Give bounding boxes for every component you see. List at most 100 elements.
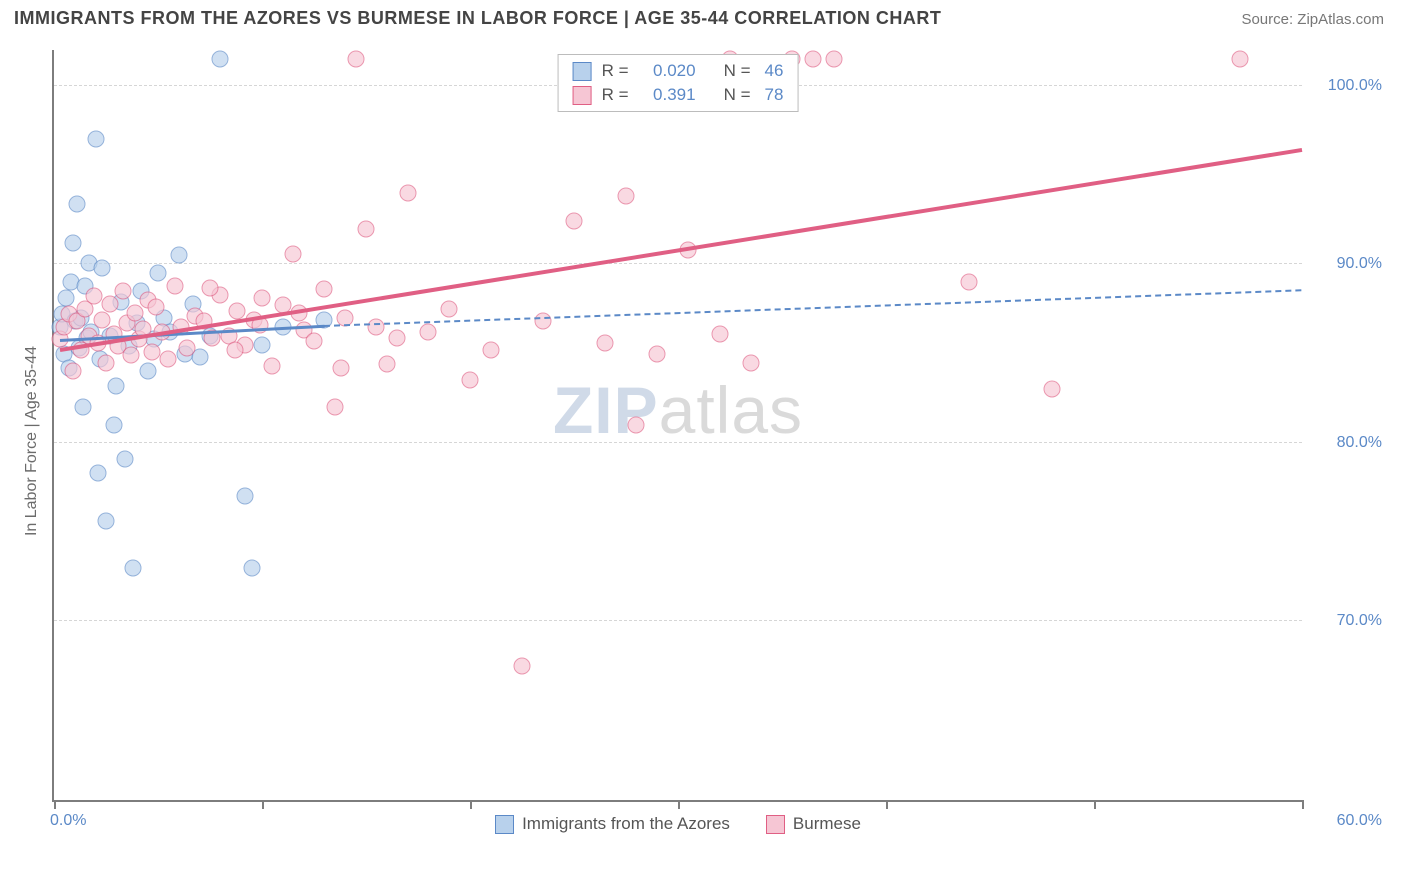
data-point-azores: [243, 559, 260, 576]
data-point-azores: [98, 513, 115, 530]
y-tick-label: 80.0%: [1337, 434, 1382, 452]
legend-label-azores: Immigrants from the Azores: [522, 814, 730, 834]
data-point-burmese: [649, 345, 666, 362]
plot-area: ZIPatlas R = 0.020 N = 46 R = 0.391 N = …: [52, 50, 1302, 802]
swatch-azores-icon: [573, 62, 592, 81]
data-point-burmese: [805, 50, 822, 67]
data-point-burmese: [347, 50, 364, 67]
data-point-burmese: [441, 300, 458, 317]
data-point-azores: [108, 377, 125, 394]
x-tick: [54, 800, 56, 809]
data-point-burmese: [711, 325, 728, 342]
data-point-burmese: [358, 220, 375, 237]
n-label: N =: [724, 59, 751, 83]
legend-label-burmese: Burmese: [793, 814, 861, 834]
n-label: N =: [724, 83, 751, 107]
gridline: [54, 620, 1302, 621]
data-point-burmese: [160, 350, 177, 367]
data-point-azores: [170, 247, 187, 264]
data-point-burmese: [597, 334, 614, 351]
data-point-burmese: [166, 277, 183, 294]
x-tick: [1094, 800, 1096, 809]
r-label: R =: [602, 83, 630, 107]
data-point-burmese: [85, 288, 102, 305]
x-tick: [1302, 800, 1304, 809]
data-point-burmese: [482, 342, 499, 359]
data-point-burmese: [102, 295, 119, 312]
chart-container: In Labor Force | Age 35-44 ZIPatlas R = …: [14, 40, 1392, 842]
x-tick: [470, 800, 472, 809]
stats-row-azores: R = 0.020 N = 46: [573, 59, 784, 83]
source-attribution: Source: ZipAtlas.com: [1241, 11, 1384, 28]
data-point-burmese: [399, 184, 416, 201]
data-point-azores: [237, 488, 254, 505]
data-point-burmese: [961, 274, 978, 291]
data-point-burmese: [226, 342, 243, 359]
data-point-burmese: [285, 245, 302, 262]
y-tick-label: 70.0%: [1337, 612, 1382, 630]
gridline: [54, 442, 1302, 443]
y-tick-label: 100.0%: [1328, 77, 1382, 95]
data-point-burmese: [306, 333, 323, 350]
data-point-burmese: [114, 283, 131, 300]
data-point-azores: [125, 559, 142, 576]
data-point-burmese: [202, 279, 219, 296]
swatch-azores-icon: [495, 815, 514, 834]
legend-item-burmese: Burmese: [766, 814, 861, 834]
data-point-burmese: [147, 299, 164, 316]
trendline-azores-dashed: [324, 289, 1302, 327]
data-point-burmese: [742, 354, 759, 371]
n-value-burmese: 78: [765, 83, 784, 107]
data-point-burmese: [254, 290, 271, 307]
data-point-burmese: [122, 347, 139, 364]
data-point-burmese: [127, 304, 144, 321]
data-point-burmese: [826, 50, 843, 67]
data-point-burmese: [534, 313, 551, 330]
data-point-azores: [75, 399, 92, 416]
data-point-azores: [139, 363, 156, 380]
data-point-burmese: [378, 356, 395, 373]
data-point-burmese: [368, 318, 385, 335]
data-point-burmese: [514, 658, 531, 675]
data-point-burmese: [64, 363, 81, 380]
data-point-burmese: [1231, 50, 1248, 67]
data-point-azores: [64, 234, 81, 251]
gridline: [54, 263, 1302, 264]
trendline-burmese: [60, 148, 1302, 352]
data-point-azores: [87, 131, 104, 148]
data-point-azores: [93, 259, 110, 276]
data-point-azores: [254, 336, 271, 353]
r-label: R =: [602, 59, 630, 83]
correlation-stats-box: R = 0.020 N = 46 R = 0.391 N = 78: [558, 54, 799, 112]
r-value-azores: 0.020: [640, 59, 696, 83]
watermark: ZIPatlas: [553, 372, 803, 448]
data-point-burmese: [566, 213, 583, 230]
data-point-burmese: [143, 343, 160, 360]
swatch-burmese-icon: [573, 86, 592, 105]
x-tick-label: 60.0%: [1337, 812, 1382, 830]
data-point-azores: [89, 465, 106, 482]
y-axis-title: In Labor Force | Age 35-44: [23, 346, 41, 536]
data-point-burmese: [389, 329, 406, 346]
data-point-azores: [150, 265, 167, 282]
swatch-burmese-icon: [766, 815, 785, 834]
legend: Immigrants from the Azores Burmese: [54, 814, 1302, 834]
data-point-burmese: [179, 340, 196, 357]
data-point-burmese: [93, 311, 110, 328]
r-value-burmese: 0.391: [640, 83, 696, 107]
data-point-burmese: [229, 302, 246, 319]
data-point-burmese: [333, 359, 350, 376]
data-point-burmese: [316, 281, 333, 298]
data-point-burmese: [618, 188, 635, 205]
data-point-burmese: [420, 324, 437, 341]
data-point-burmese: [264, 358, 281, 375]
chart-title: IMMIGRANTS FROM THE AZORES VS BURMESE IN…: [14, 8, 941, 29]
data-point-azores: [212, 50, 229, 67]
data-point-burmese: [98, 354, 115, 371]
data-point-burmese: [462, 372, 479, 389]
data-point-burmese: [1044, 381, 1061, 398]
data-point-burmese: [326, 399, 343, 416]
data-point-azores: [116, 450, 133, 467]
x-tick: [678, 800, 680, 809]
x-tick: [262, 800, 264, 809]
